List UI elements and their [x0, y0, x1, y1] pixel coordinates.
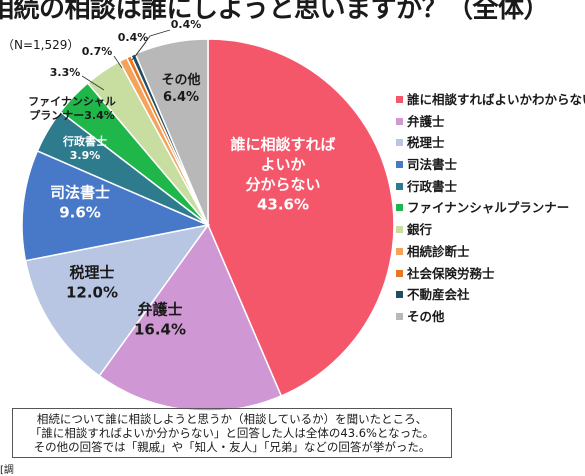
slice-label: プランナー3.4%	[29, 108, 115, 122]
legend-item: 司法書士	[396, 154, 585, 176]
legend-swatch	[396, 247, 403, 255]
legend-label: 行政書士	[407, 178, 458, 194]
slice-label: 3.3%	[50, 66, 81, 79]
slice-label: 税理士	[69, 264, 114, 282]
slice-label: 弁護士	[137, 301, 182, 319]
legend-item: 弁護士	[396, 111, 585, 133]
slice-label: 3.9%	[70, 149, 101, 162]
pie-slice	[21, 149, 211, 262]
legend-label: 不動産会社	[407, 287, 470, 303]
leader-line	[81, 75, 105, 91]
chart-legend: 誰に相談すればよいかわからない 弁護士税理士司法書士行政書士ファイナンシャルプラン…	[396, 89, 585, 328]
leader-line	[113, 55, 123, 69]
legend-item: その他	[396, 306, 585, 328]
legend-swatch	[396, 96, 403, 103]
leader-line	[133, 29, 171, 59]
note-line: その他の回答では「親戚」や「知人・友人」「兄弟」などの回答が挙がった。	[33, 440, 431, 454]
leader-lines	[81, 29, 171, 91]
legend-label: 司法書士	[407, 157, 458, 173]
legend-item: ファイナンシャルプランナー	[396, 197, 585, 219]
legend-swatch	[396, 226, 403, 234]
slice-label: よいか	[260, 156, 305, 174]
note-line: 「誰に相談すればよいか分からない」と回答した人は全体の43.6%となった。	[29, 426, 435, 440]
source-footer: [調	[0, 465, 14, 476]
slice-label: 16.4%	[134, 321, 186, 339]
slice-label: ファイナンシャル	[28, 95, 116, 108]
legend-label: 弁護士	[407, 113, 445, 129]
legend-swatch	[396, 139, 403, 147]
legend-item: 銀行	[396, 219, 585, 241]
legend-item: 不動産会社	[396, 284, 585, 306]
chart-title: 相続の相談は誰にしようと思いますか？（全体）	[0, 0, 550, 24]
sample-size-label: （N=1,529）	[2, 38, 80, 52]
slice-labels: 誰に相談すればよいか分からない 43.6% 弁護士 16.4% 税理士 12.0% 司法書士…	[28, 18, 335, 339]
slice-label: 0.7%	[82, 45, 113, 58]
legend-item: 社会保険労務士	[396, 263, 585, 285]
pie-slices	[21, 38, 395, 412]
slice-label: 行政書士	[62, 134, 107, 148]
slice-label: 誰に相談すれば	[230, 136, 335, 154]
legend-swatch	[396, 204, 403, 212]
legend-swatch	[396, 161, 403, 169]
slice-label: 0.4%	[171, 18, 202, 31]
legend-item: 相続診断士	[396, 241, 585, 263]
slice-label: 43.6%	[257, 196, 309, 214]
legend-swatch	[396, 269, 403, 277]
legend-swatch	[396, 182, 403, 190]
summary-note: 相続について誰に相談しようと思うか（相談しているか）を聞いたところ、 「誰に相談…	[12, 408, 452, 458]
legend-item: 誰に相談すればよいかわからない	[396, 89, 585, 111]
slice-label: 12.0%	[66, 284, 118, 302]
legend-label: 銀行	[407, 222, 433, 238]
slice-label: 0.4%	[118, 31, 149, 44]
legend-label: 相続診断士	[407, 243, 470, 259]
legend-item: 行政書士	[396, 176, 585, 198]
legend-label: 税理士	[407, 135, 445, 151]
note-line: 相続について誰に相談しようと思うか（相談しているか）を聞いたところ、	[36, 412, 428, 426]
slice-label: 分からない	[245, 176, 320, 194]
slice-label: 6.4%	[163, 90, 199, 105]
slice-label: その他	[161, 72, 200, 88]
legend-swatch	[396, 291, 403, 299]
slice-label: 司法書士	[50, 184, 110, 202]
legend-item: 税理士	[396, 132, 585, 154]
pie-slice	[24, 223, 210, 377]
legend-label: ファイナンシャルプランナー	[407, 200, 570, 216]
pie-slice	[98, 223, 283, 412]
legend-swatch	[396, 117, 403, 125]
pie-slice	[207, 38, 395, 397]
pie-slice	[134, 38, 209, 226]
legend-label: 誰に相談すればよいかわからない	[407, 92, 585, 107]
legend-swatch	[396, 312, 403, 320]
slice-label: 9.6%	[59, 204, 101, 222]
legend-label: その他	[407, 308, 445, 324]
legend-label: 社会保険労務士	[407, 265, 495, 281]
